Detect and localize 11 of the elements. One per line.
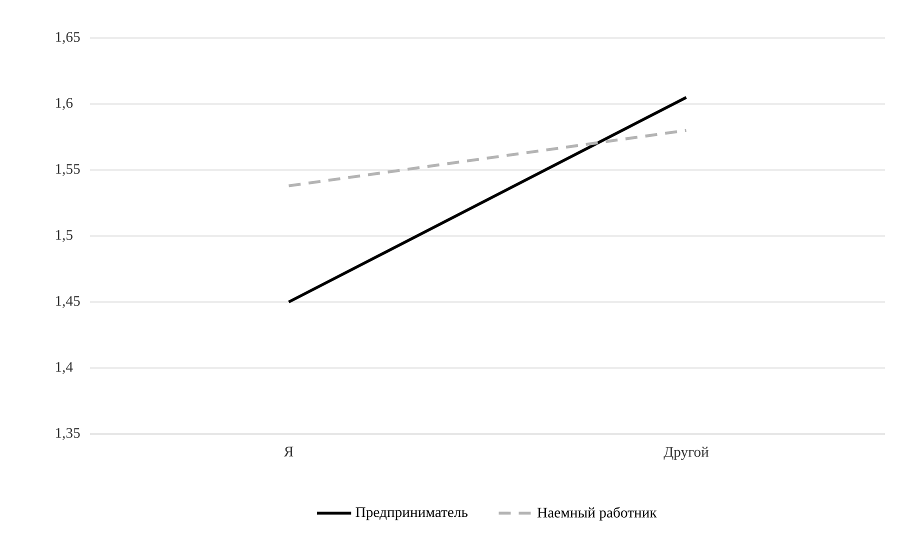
x-tick-label: Я xyxy=(284,446,294,456)
x-tick-label: Другой xyxy=(664,446,709,460)
legend-label: Предприниматель xyxy=(356,507,468,520)
y-tick-label: 1,6 xyxy=(56,98,73,110)
y-tick-label: 1,45 xyxy=(56,296,80,308)
legend-label: Наемный работник xyxy=(537,506,657,521)
y-tick-label: 1,65 xyxy=(56,32,80,44)
y-tick-label: 1,35 xyxy=(56,428,80,440)
y-tick-label: 1,4 xyxy=(56,362,73,374)
y-tick-label: 1,5 xyxy=(56,230,72,242)
y-tick-label: 1,55 xyxy=(56,164,80,176)
